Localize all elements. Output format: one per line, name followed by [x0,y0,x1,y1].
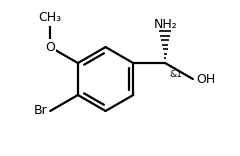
Text: &1: &1 [169,70,182,79]
Text: NH₂: NH₂ [153,18,177,31]
Text: OH: OH [196,73,215,85]
Text: O: O [45,41,55,54]
Text: CH₃: CH₃ [39,11,62,24]
Text: Br: Br [33,105,47,117]
